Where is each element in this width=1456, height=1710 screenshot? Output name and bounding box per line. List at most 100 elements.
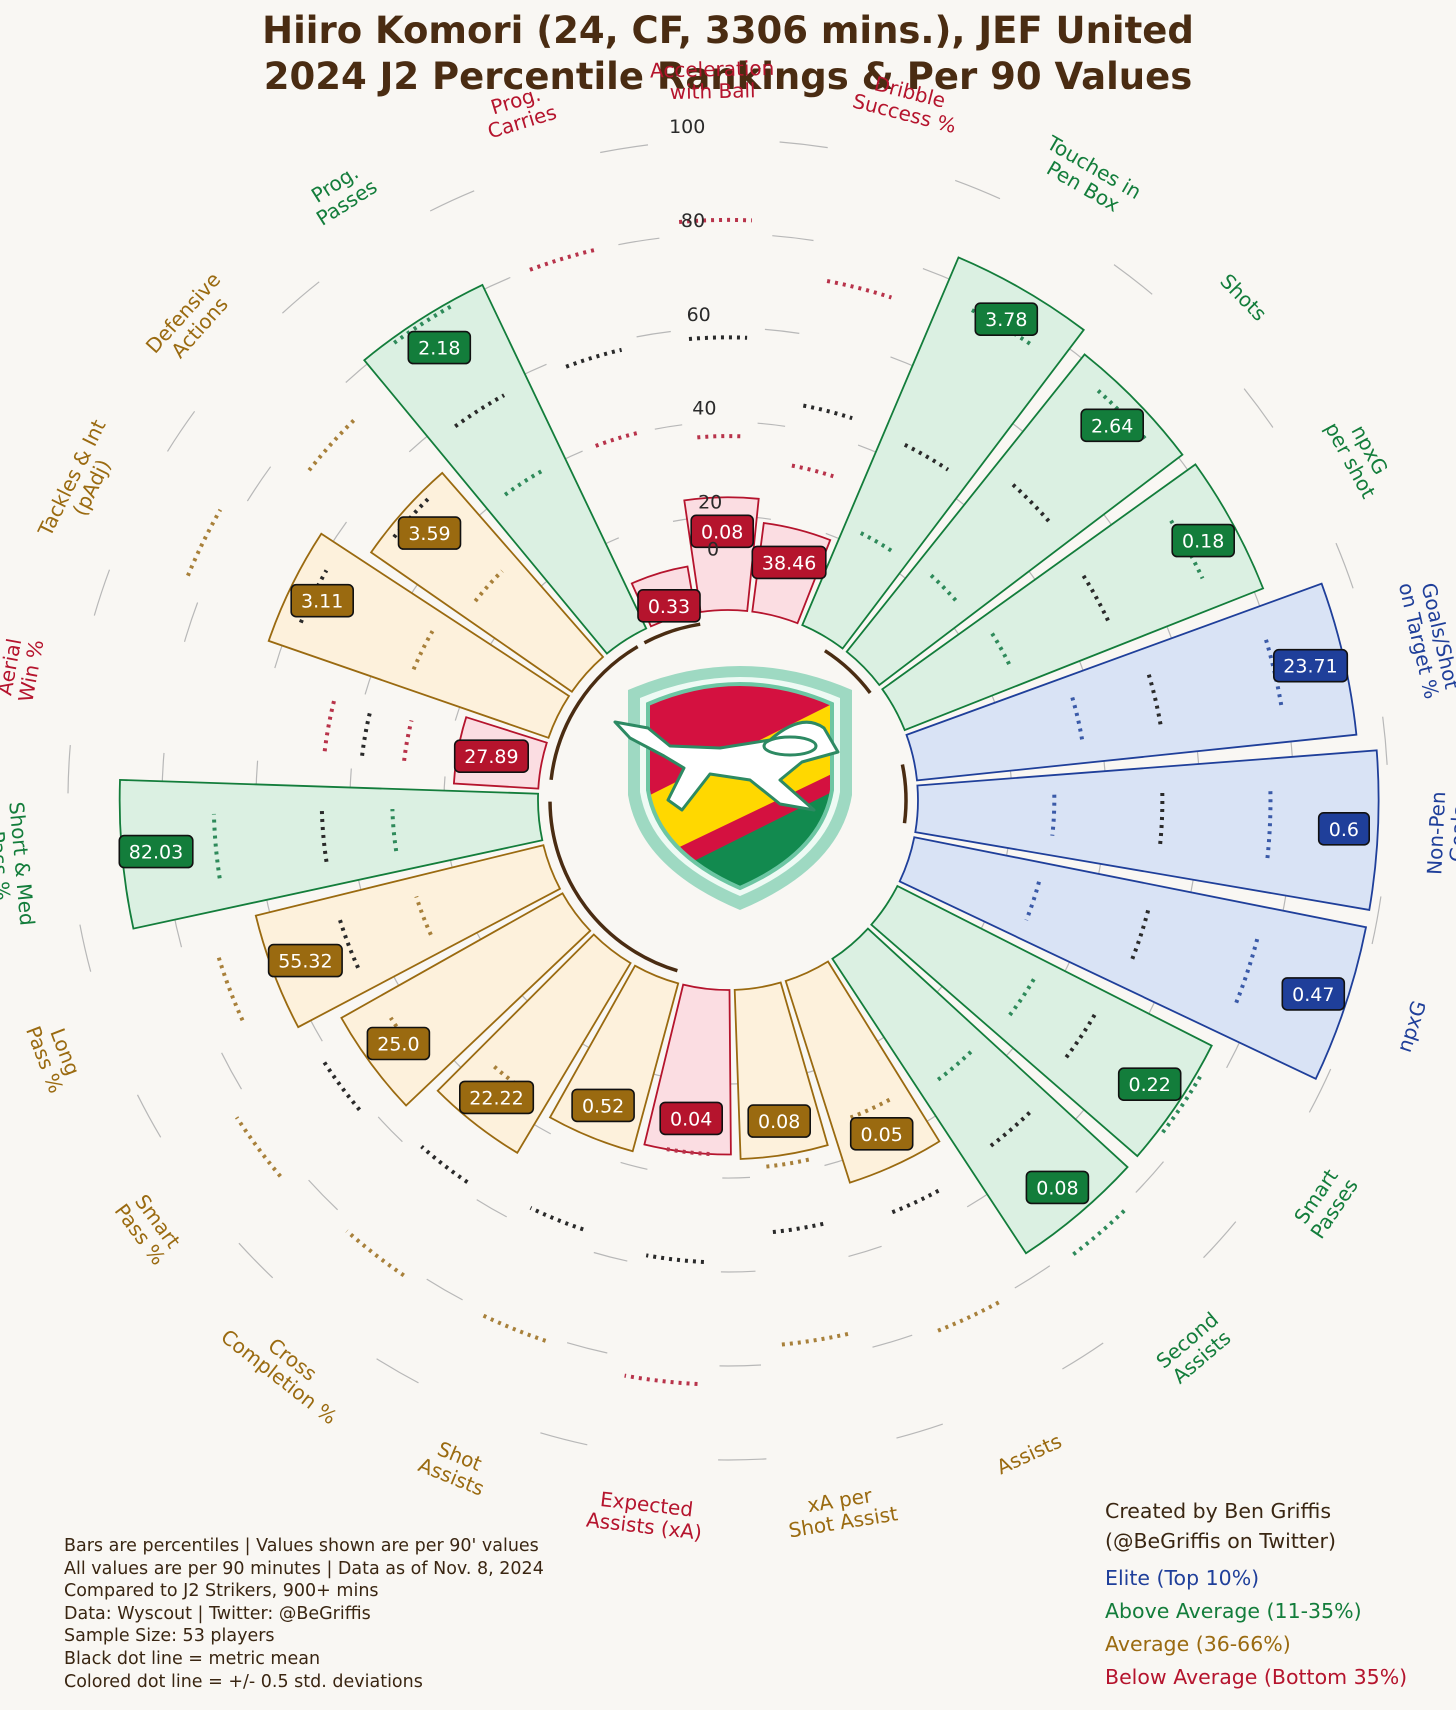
value-label-text: 82.03: [129, 842, 183, 864]
std-dot-line: [216, 957, 245, 1022]
std-dot-line: [473, 569, 504, 603]
mean-dot-line: [565, 347, 623, 369]
metric-label-line: Acceleration: [650, 56, 775, 83]
std-dot-line: [762, 1157, 810, 1169]
grid-arc: [757, 422, 786, 427]
mean-dot-line: [887, 1188, 940, 1216]
value-label-box: [1281, 977, 1346, 1011]
std-dot-line: [478, 1311, 547, 1343]
std-dot-line: [990, 632, 1013, 669]
std-dot-line: [211, 813, 222, 879]
value-label-box: [747, 1104, 812, 1138]
value-label-text: 27.89: [464, 746, 518, 768]
std-dot-line: [529, 247, 599, 272]
metric-label: Shots: [1215, 269, 1271, 326]
value-label: 0.22: [1117, 1067, 1182, 1101]
value-label-text: 22.22: [469, 1087, 523, 1109]
legend-above-average: Above Average (11-35%): [1105, 1599, 1362, 1623]
legend-below-average: Below Average (Bottom 35%): [1105, 1665, 1408, 1689]
value-label: 23.71: [1273, 648, 1349, 683]
grid-arc: [166, 410, 196, 452]
value-label-box: [571, 1088, 635, 1123]
grid-arc: [221, 1052, 243, 1090]
grid-arc: [872, 1334, 913, 1348]
value-label-text: 0.22: [1129, 1074, 1171, 1096]
metric-label: Touches inPen Box: [1031, 130, 1146, 223]
credit: Created by Ben Griffis (@BeGriffis on Tw…: [1105, 1496, 1336, 1556]
metric-label: npxGper shot: [1320, 408, 1400, 503]
std-dot-line: [503, 467, 547, 497]
value-label: 0.33: [637, 588, 701, 623]
value-label-text: 0.04: [670, 1108, 712, 1130]
std-dot-line: [849, 1097, 891, 1120]
std-dot-line: [411, 630, 435, 671]
mean-dot-line: [645, 1253, 705, 1264]
value-label-box: [1171, 523, 1235, 558]
value-label: 3.11: [290, 583, 355, 618]
value-label-box: [690, 514, 755, 549]
value-label-box: [659, 1101, 724, 1136]
metric-label: CrossCompletion %: [216, 1307, 355, 1429]
grid-arc: [183, 602, 199, 642]
value-labels-layer: 27.89 3.11 3.59 2.18 0.33 0.08 38.46 3.78 2.64 0.…: [118, 302, 1370, 1205]
grid-arc: [93, 569, 111, 616]
grid-arc: [376, 1358, 419, 1384]
grid-arc: [1203, 1221, 1237, 1259]
value-label-box: [1080, 408, 1144, 443]
value-label-text: 23.71: [1283, 656, 1337, 678]
grid-arc: [593, 1251, 628, 1262]
value-label: 0.08: [747, 1104, 812, 1138]
metric-label: DefensiveActions: [141, 268, 242, 373]
dot-lines-layer: [186, 217, 1284, 1386]
group-arc: [643, 622, 701, 645]
value-label-box: [453, 739, 530, 774]
value-label-text: 3.11: [301, 591, 343, 613]
value-label-box: [267, 943, 343, 978]
grid-arc: [600, 144, 649, 154]
grid-arc: [308, 1179, 339, 1211]
bar: [905, 582, 1358, 782]
jef-united-crest-icon: [613, 666, 852, 910]
grid-arc: [954, 179, 1001, 200]
grid-arc: [281, 281, 320, 314]
std-dot-line: [791, 463, 834, 479]
mean-dot-line: [1081, 574, 1111, 624]
value-label: 0.18: [1171, 523, 1235, 558]
value-label-box: [366, 1026, 431, 1061]
std-dot-line: [1265, 791, 1273, 860]
value-label-box: [1025, 1170, 1090, 1205]
grid-arc: [566, 1342, 608, 1354]
std-dot-line: [322, 700, 336, 752]
metric-label: Prog.Passes: [300, 156, 381, 231]
std-dot-line: [1160, 1075, 1202, 1135]
metric-label-line: with Ball: [669, 78, 755, 104]
bar: [254, 844, 562, 1029]
std-dot-line: [402, 720, 414, 762]
metric-label: LongPass %: [21, 1015, 89, 1096]
value-label-text: 0.47: [1292, 984, 1334, 1006]
value-label-text: 25.0: [377, 1034, 419, 1056]
value-label-box: [407, 330, 472, 365]
value-label: 82.03: [118, 834, 194, 869]
value-label: 22.22: [458, 1080, 535, 1115]
value-label-box: [458, 1080, 535, 1115]
value-label: 0.47: [1281, 977, 1346, 1011]
std-dot-line: [664, 1146, 710, 1156]
std-dot-line: [186, 508, 223, 577]
std-dot-line: [390, 809, 399, 852]
metric-label: Accelerationwith Ball: [650, 56, 775, 105]
value-label-text: 3.59: [408, 523, 450, 545]
mean-dot-line: [529, 1206, 584, 1232]
scale-tick-label: 0: [707, 539, 719, 561]
footnotes: Bars are percentiles | Values shown are …: [64, 1535, 544, 1693]
scale-tick-label: 20: [698, 492, 722, 514]
metric-label: SmartPass %: [110, 1186, 188, 1269]
std-dot-line: [307, 418, 356, 472]
mean-dot-line: [420, 1145, 469, 1184]
value-label: 2.18: [407, 330, 472, 365]
legend-elite: Elite (Top 10%): [1105, 1566, 1260, 1590]
title-line-2: 2024 J2 Percentile Rankings & Per 90 Val…: [263, 55, 1193, 98]
grid-arc: [620, 1161, 648, 1170]
value-label-box: [751, 545, 827, 580]
group-arcs-layer: [548, 622, 908, 973]
